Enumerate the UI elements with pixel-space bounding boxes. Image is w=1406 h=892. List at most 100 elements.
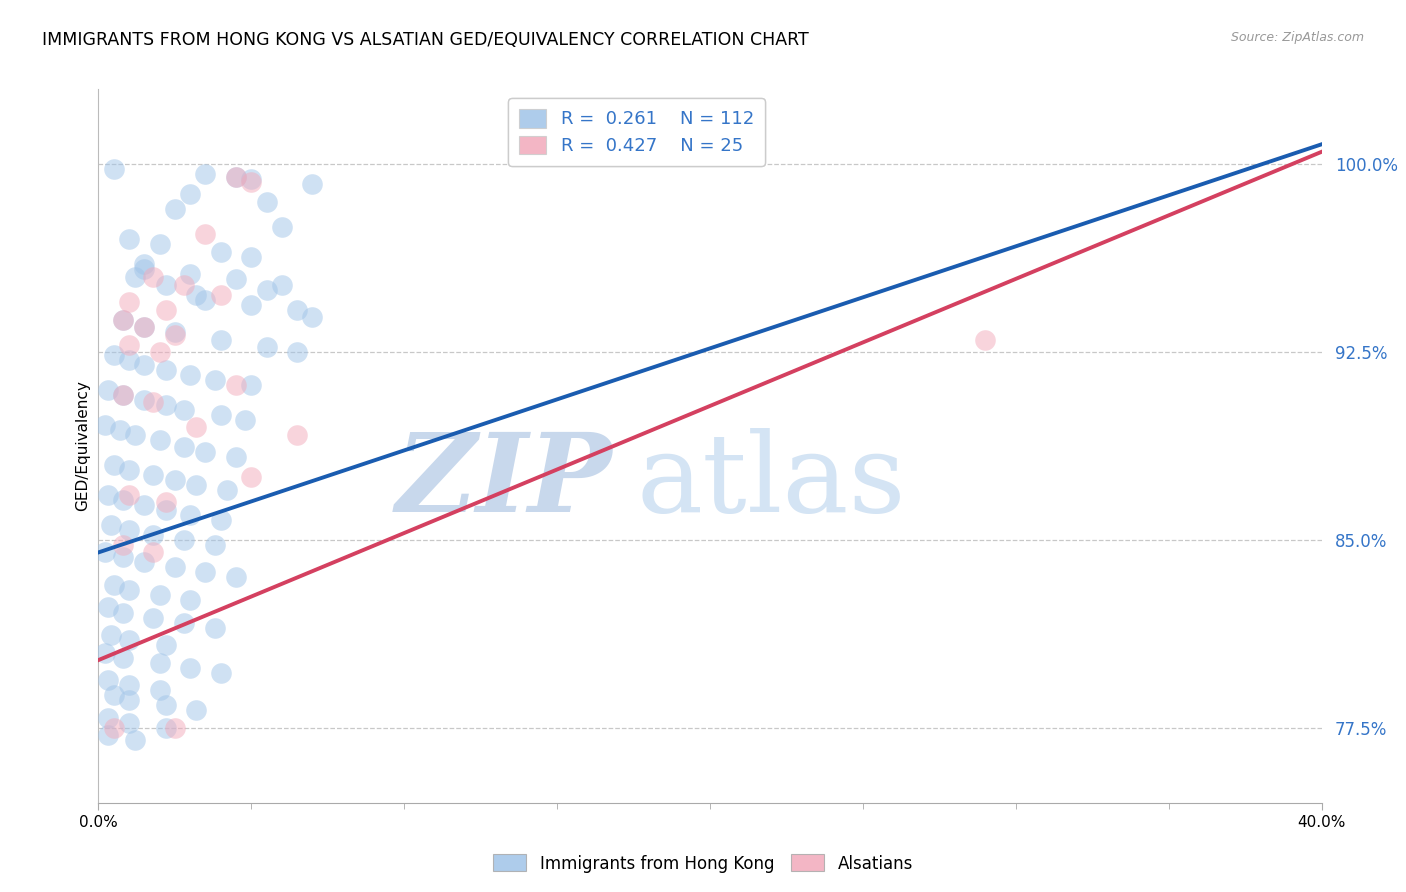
Point (155, 698, 177, 713)
Point (118, 678, 141, 692)
Point (173, 615, 195, 630)
Point (179, 508, 201, 522)
Point (134, 556, 156, 570)
Text: IMMIGRANTS FROM HONG KONG VS ALSATIAN GED/EQUIVALENCY CORRELATION CHART: IMMIGRANTS FROM HONG KONG VS ALSATIAN GE… (42, 31, 808, 49)
Point (240, 175, 263, 189)
Point (163, 202, 186, 217)
Point (111, 312, 134, 326)
Point (118, 582, 141, 597)
Point (240, 297, 263, 311)
Point (163, 327, 186, 342)
Point (111, 550, 134, 565)
Point (134, 498, 156, 512)
Point (134, 262, 156, 277)
Point (240, 377, 263, 392)
Point (103, 162, 125, 177)
Point (204, 373, 226, 387)
Point (149, 237, 172, 252)
Point (118, 232, 141, 246)
Point (179, 187, 201, 202)
Point (155, 638, 177, 652)
Point (730, 145, 752, 159)
Legend: Immigrants from Hong Kong, Alsatians: Immigrants from Hong Kong, Alsatians (486, 847, 920, 880)
Point (111, 312, 134, 326)
Point (209, 513, 232, 527)
Point (111, 387, 134, 401)
Point (173, 402, 195, 417)
Point (155, 721, 177, 735)
Point (118, 633, 141, 648)
Point (134, 320, 156, 334)
Point (118, 352, 141, 367)
Point (124, 427, 146, 442)
Point (974, 333, 997, 347)
Point (270, 219, 294, 234)
Point (118, 523, 141, 537)
Point (225, 450, 247, 465)
Point (97, 488, 120, 502)
Point (301, 178, 323, 192)
Point (124, 733, 146, 747)
Point (124, 270, 146, 285)
Point (240, 172, 263, 186)
Point (149, 588, 172, 602)
Point (155, 495, 177, 509)
Point (155, 362, 177, 376)
Point (225, 570, 247, 584)
Point (209, 665, 232, 680)
Point (111, 650, 134, 665)
Point (103, 458, 125, 472)
Point (100, 628, 122, 642)
Point (149, 656, 172, 670)
Point (103, 688, 125, 702)
Point (186, 420, 208, 434)
Point (100, 517, 122, 532)
Point (173, 277, 195, 292)
Point (142, 528, 165, 542)
Point (209, 287, 232, 301)
Point (204, 621, 226, 635)
Point (118, 715, 141, 730)
Point (103, 578, 125, 592)
Point (142, 610, 165, 624)
Point (240, 250, 263, 264)
Point (163, 560, 186, 574)
Point (209, 333, 232, 347)
Point (179, 593, 201, 607)
Point (149, 683, 172, 698)
Point (194, 167, 217, 181)
Point (111, 606, 134, 620)
Y-axis label: GED/Equivalency: GED/Equivalency (75, 381, 90, 511)
Point (301, 310, 323, 324)
Point (142, 270, 165, 285)
Point (134, 392, 156, 407)
Point (134, 257, 156, 271)
Point (155, 503, 177, 517)
Point (194, 445, 217, 459)
Point (270, 277, 294, 292)
Point (142, 545, 165, 559)
Point (225, 272, 247, 286)
Point (134, 358, 156, 372)
Point (118, 693, 141, 707)
Point (142, 467, 165, 482)
Point (142, 395, 165, 409)
Point (179, 660, 201, 674)
Legend: R =  0.261    N = 112, R =  0.427    N = 25: R = 0.261 N = 112, R = 0.427 N = 25 (509, 98, 765, 166)
Point (215, 483, 238, 497)
Point (285, 345, 308, 359)
Point (118, 295, 141, 310)
Point (155, 277, 177, 292)
Point (285, 427, 308, 442)
Point (163, 325, 186, 339)
Point (103, 348, 125, 362)
Point (225, 169, 247, 184)
Point (163, 721, 186, 735)
Point (194, 566, 217, 580)
Point (118, 337, 141, 351)
Point (256, 340, 278, 354)
Point (173, 440, 195, 454)
Point (149, 433, 172, 447)
Point (111, 492, 134, 507)
Text: ZIP: ZIP (395, 428, 612, 535)
